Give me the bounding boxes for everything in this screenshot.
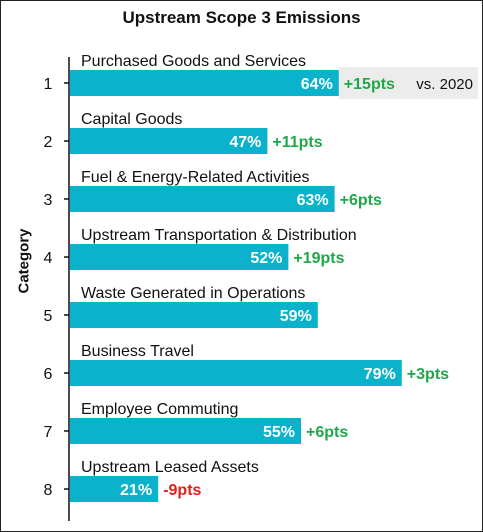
change-label: +6pts xyxy=(340,192,382,209)
change-label: -9pts xyxy=(163,482,201,499)
bar-value-label: 59% xyxy=(280,308,312,325)
change-label: +3pts xyxy=(407,366,449,383)
comparison-note: vs. 2020 xyxy=(416,76,473,93)
category-name-label: Upstream Transportation & Distribution xyxy=(81,227,357,244)
bar xyxy=(70,360,402,386)
y-tick-label: 1 xyxy=(44,76,53,93)
bar-value-label: 79% xyxy=(364,366,396,383)
change-label: +15pts xyxy=(344,76,395,93)
bar xyxy=(70,302,318,328)
bar xyxy=(70,186,335,212)
bar xyxy=(70,476,159,502)
bar xyxy=(70,244,289,270)
y-tick-label: 6 xyxy=(44,366,53,383)
y-tick-label: 4 xyxy=(44,250,53,267)
category-name-label: Business Travel xyxy=(81,343,194,360)
y-tick-label: 7 xyxy=(44,424,53,441)
bar-value-label: 52% xyxy=(250,250,282,267)
category-name-label: Employee Commuting xyxy=(81,401,238,418)
category-name-label: Capital Goods xyxy=(81,111,182,128)
y-tick-label: 8 xyxy=(44,482,53,499)
change-label: +11pts xyxy=(272,134,322,151)
category-name-label: Purchased Goods and Services xyxy=(81,53,306,70)
change-label: +19pts xyxy=(293,250,344,267)
chart-title: Upstream Scope 3 Emissions xyxy=(122,8,361,27)
category-name-label: Waste Generated in Operations xyxy=(81,285,305,302)
bar-value-label: 64% xyxy=(301,76,333,93)
bar-value-label: 21% xyxy=(120,482,152,499)
bar xyxy=(70,128,268,154)
y-tick-label: 2 xyxy=(44,134,53,151)
change-label: +6pts xyxy=(306,424,348,441)
highlight-band xyxy=(338,67,478,99)
bar xyxy=(70,418,301,444)
y-tick-label: 3 xyxy=(44,192,53,209)
category-name-label: Upstream Leased Assets xyxy=(81,459,259,476)
y-tick-label: 5 xyxy=(44,308,53,325)
bar-value-label: 63% xyxy=(297,192,329,209)
bar xyxy=(70,70,339,96)
bar-value-label: 47% xyxy=(229,134,261,151)
bar-value-label: 55% xyxy=(263,424,295,441)
category-name-label: Fuel & Energy-Related Activities xyxy=(81,169,310,186)
